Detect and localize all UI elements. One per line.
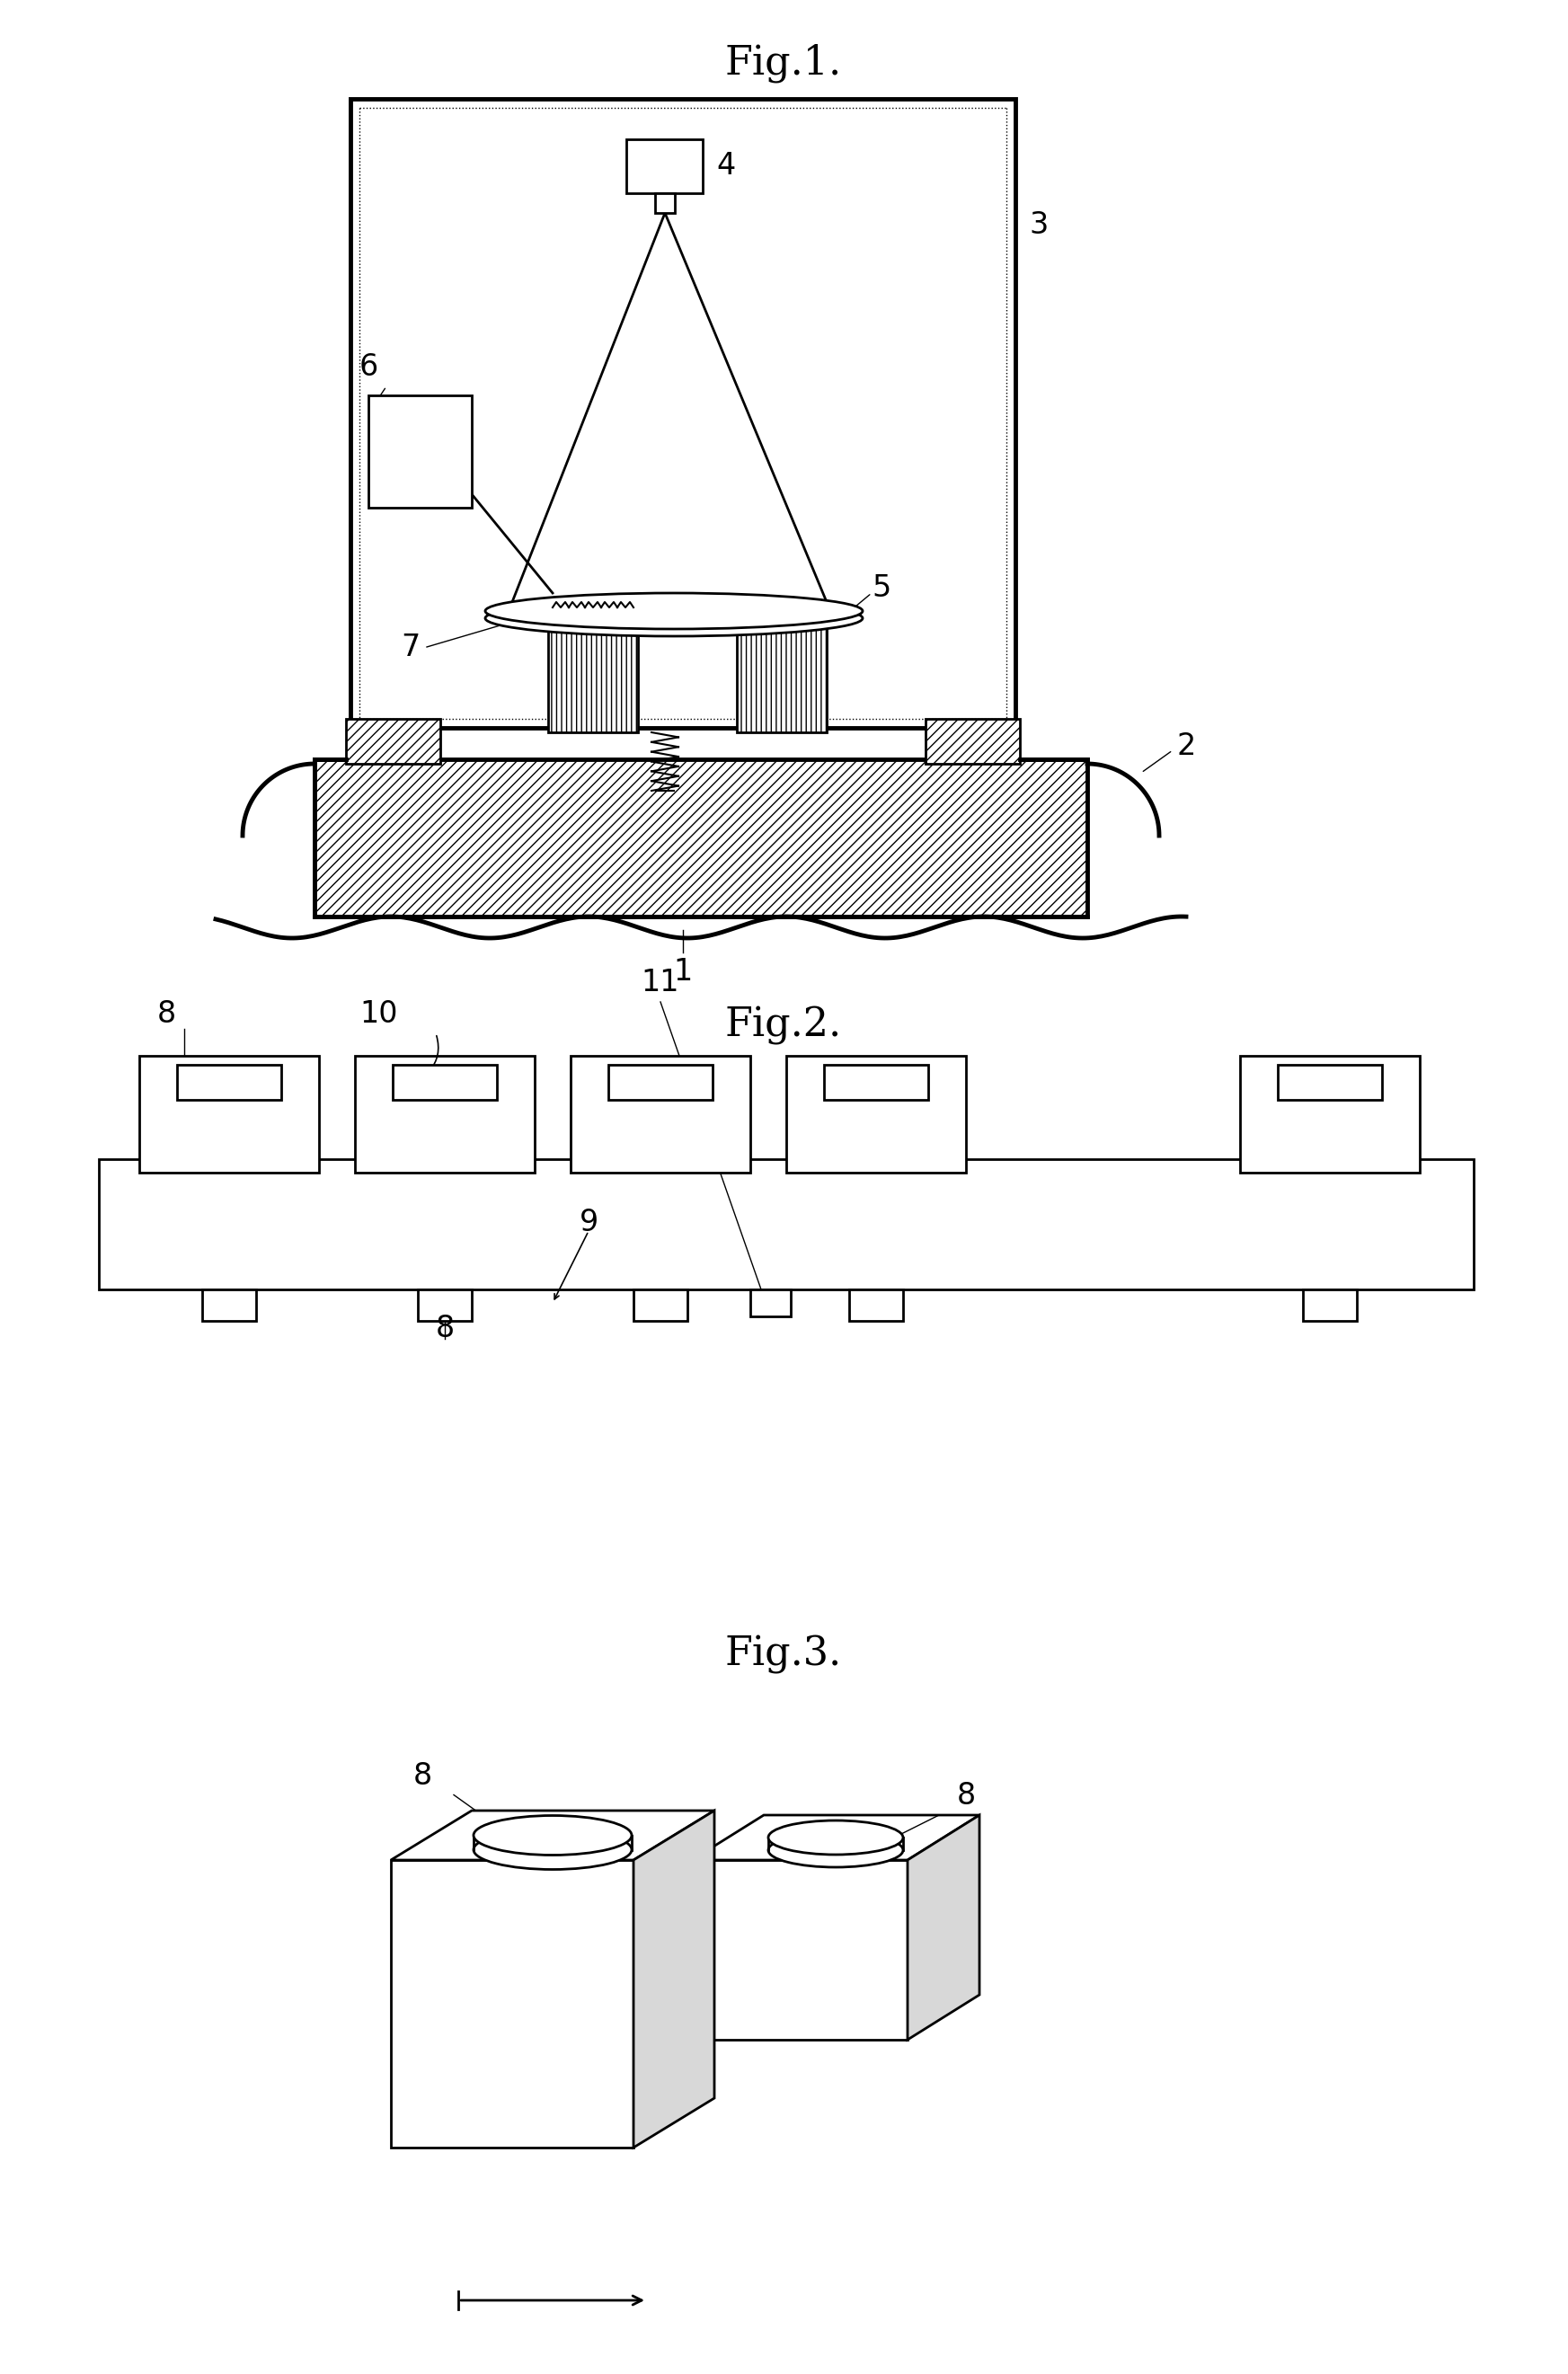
Ellipse shape: [474, 1830, 632, 1868]
Bar: [608, 1066, 712, 1099]
Bar: [354, 1056, 535, 1173]
Bar: [140, 1056, 318, 1173]
Bar: [786, 1056, 966, 1173]
Text: 3: 3: [1029, 209, 1047, 240]
Bar: [655, 192, 674, 214]
Text: 4: 4: [717, 152, 735, 180]
Polygon shape: [691, 1816, 980, 1859]
Text: Fig.2.: Fig.2.: [724, 1007, 842, 1045]
Bar: [925, 719, 1019, 764]
Text: 11: 11: [641, 969, 679, 997]
Bar: [825, 1066, 928, 1099]
Bar: [417, 1289, 472, 1320]
Bar: [315, 760, 1087, 916]
Bar: [1278, 1066, 1381, 1099]
Bar: [751, 1289, 790, 1318]
Bar: [691, 1859, 908, 2039]
Text: 8: 8: [412, 1762, 431, 1790]
Bar: [177, 1066, 281, 1099]
Text: 6: 6: [359, 351, 378, 382]
Polygon shape: [390, 1811, 715, 1859]
Bar: [368, 396, 472, 508]
Ellipse shape: [768, 1821, 903, 1854]
Ellipse shape: [768, 1833, 903, 1868]
Ellipse shape: [485, 594, 862, 629]
Text: 8: 8: [956, 1780, 975, 1811]
Bar: [350, 100, 1016, 729]
Bar: [571, 1056, 751, 1173]
Bar: [633, 1289, 687, 1320]
Text: 10: 10: [359, 999, 398, 1028]
Text: 1: 1: [673, 957, 693, 988]
Text: 8: 8: [436, 1313, 455, 1344]
Bar: [549, 624, 638, 731]
Text: 7: 7: [401, 631, 420, 662]
Bar: [99, 1159, 1474, 1289]
Bar: [1303, 1289, 1356, 1320]
Text: Fig.1.: Fig.1.: [724, 43, 842, 83]
Text: 2: 2: [1178, 731, 1196, 760]
Bar: [347, 719, 441, 764]
Bar: [390, 1859, 633, 2148]
Text: 9: 9: [580, 1208, 599, 1237]
Polygon shape: [908, 1816, 980, 2039]
Ellipse shape: [474, 1816, 632, 1854]
Text: 5: 5: [872, 575, 891, 603]
Text: Fig.3.: Fig.3.: [724, 1636, 842, 1674]
Bar: [627, 140, 702, 192]
Bar: [850, 1289, 903, 1320]
Bar: [1240, 1056, 1419, 1173]
Text: 8: 8: [157, 999, 176, 1028]
Bar: [202, 1289, 256, 1320]
Polygon shape: [633, 1811, 715, 2148]
Bar: [392, 1066, 497, 1099]
Ellipse shape: [485, 601, 862, 636]
Bar: [737, 624, 826, 731]
